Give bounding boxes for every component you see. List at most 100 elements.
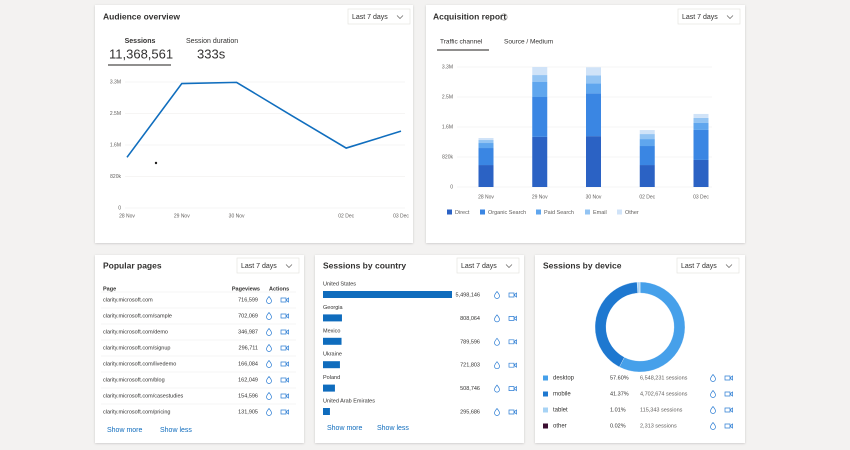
recording-icon[interactable] (280, 377, 289, 383)
tab[interactable]: Traffic channel (440, 39, 483, 46)
date-dropdown[interactable] (677, 8, 741, 25)
heatmap-icon[interactable] (266, 359, 272, 368)
bar-segment (639, 139, 655, 147)
recording-icon[interactable] (280, 345, 289, 351)
page-url[interactable]: clarity.microsoft.com/casestudies (103, 393, 184, 399)
recording-icon[interactable] (280, 361, 289, 367)
legend-swatch (543, 423, 548, 429)
chevron (725, 264, 733, 268)
heatmap-icon[interactable] (266, 391, 272, 400)
metric-label[interactable]: Sessions (125, 38, 156, 45)
recording-icon[interactable] (508, 339, 517, 345)
heatmap-icon[interactable] (266, 295, 272, 304)
heatmap-icon[interactable] (266, 311, 272, 320)
device-name: other (553, 424, 567, 430)
country-bar (323, 314, 342, 322)
heatmap-icon[interactable] (494, 384, 500, 393)
bar-segment (532, 136, 548, 187)
legend-swatch (617, 209, 622, 215)
device-name: desktop (553, 376, 575, 382)
bar-segment (639, 134, 655, 140)
recording-icon[interactable] (724, 407, 733, 413)
recording-icon[interactable] (508, 385, 517, 392)
x-tick-label: 02 Dec (338, 213, 354, 219)
recording-icon[interactable] (508, 362, 517, 368)
recording-icon[interactable] (280, 393, 289, 399)
recording-icon[interactable] (280, 313, 289, 319)
heatmap-icon[interactable] (494, 290, 500, 299)
cursor-dot (154, 161, 158, 165)
legend-label: Other (625, 210, 639, 216)
device-share: 41.37% (610, 391, 629, 397)
show-more[interactable]: Show more (107, 427, 143, 434)
metric-label[interactable]: Session duration (186, 38, 238, 45)
page-url[interactable]: clarity.microsoft.com/blog (103, 377, 165, 383)
page-url[interactable]: clarity.microsoft.com/livedemo (103, 361, 176, 367)
heatmap-icon[interactable] (494, 407, 500, 416)
country-bar (323, 337, 342, 345)
page-url[interactable]: clarity.microsoft.com/sample (103, 313, 172, 319)
chevron (726, 15, 734, 19)
country-value: 721,803 (460, 363, 480, 369)
page-url[interactable]: clarity.microsoft.com/pricing (103, 409, 170, 415)
bar-segment (532, 75, 548, 82)
column-header: Pageviews (232, 286, 260, 292)
date-dropdown[interactable] (676, 257, 740, 274)
heatmap-icon[interactable] (266, 375, 272, 384)
y-tick-label: 3.3M (442, 64, 453, 70)
date-dropdown[interactable] (456, 257, 520, 274)
show-less[interactable]: Show less (160, 427, 192, 434)
tab[interactable]: Source / Medium (504, 39, 553, 46)
date-dropdown[interactable] (236, 257, 300, 274)
page-url[interactable]: clarity.microsoft.com (103, 297, 153, 303)
heatmap-icon[interactable] (266, 343, 272, 352)
show-more[interactable]: Show more (327, 425, 363, 432)
country-name: Poland (323, 375, 340, 381)
heatmap-icon[interactable] (710, 389, 716, 398)
x-tick-label: 30 Nov (229, 213, 245, 219)
heatmap-icon[interactable] (494, 314, 500, 323)
show-less[interactable]: Show less (377, 425, 409, 432)
heatmap-icon[interactable] (710, 421, 716, 430)
device-sessions: 6,548,231 sessions (640, 375, 688, 381)
recording-icon[interactable] (724, 391, 733, 397)
country-value: 295,686 (460, 409, 480, 415)
y-tick-label: 1.6M (442, 124, 453, 130)
country-name: Mexico (323, 328, 340, 334)
heatmap-icon[interactable] (266, 407, 272, 416)
card (315, 255, 524, 443)
page-url[interactable]: clarity.microsoft.com/signup (103, 345, 170, 351)
info-icon[interactable] (500, 13, 508, 21)
dropdown-label: Last 7 days (461, 263, 497, 270)
recording-icon[interactable] (280, 297, 289, 303)
bar-segment (532, 97, 548, 137)
recording-icon[interactable] (280, 329, 289, 335)
recording-icon[interactable] (508, 292, 517, 298)
date-dropdown[interactable] (347, 8, 411, 25)
bar-segment (639, 165, 655, 187)
recording-icon[interactable] (724, 375, 733, 381)
recording-icon[interactable] (508, 409, 517, 415)
column-header: Page (103, 286, 116, 292)
line-series (126, 81, 402, 158)
heatmap-icon[interactable] (710, 373, 716, 382)
legend-label: Direct (455, 210, 470, 216)
heatmap-icon[interactable] (266, 327, 272, 336)
metric-value: 333s (197, 46, 226, 61)
recording-icon[interactable] (724, 423, 733, 429)
device-share: 1.01% (610, 407, 626, 413)
x-tick-label: 03 Dec (393, 213, 409, 219)
legend-swatch (543, 391, 548, 397)
heatmap-icon[interactable] (710, 405, 716, 414)
y-tick-label: 820k (442, 154, 453, 160)
heatmap-icon[interactable] (494, 361, 500, 370)
legend-label: Organic Search (488, 210, 526, 216)
recording-icon[interactable] (508, 315, 517, 322)
pageviews: 702,069 (238, 313, 258, 319)
page-url[interactable]: clarity.microsoft.com/demo (103, 329, 168, 335)
heatmap-icon[interactable] (494, 337, 500, 346)
country-name: Ukraine (323, 352, 342, 358)
recording-icon[interactable] (280, 409, 289, 415)
card-title: Audience overview (103, 11, 180, 21)
bar-segment (478, 143, 494, 149)
